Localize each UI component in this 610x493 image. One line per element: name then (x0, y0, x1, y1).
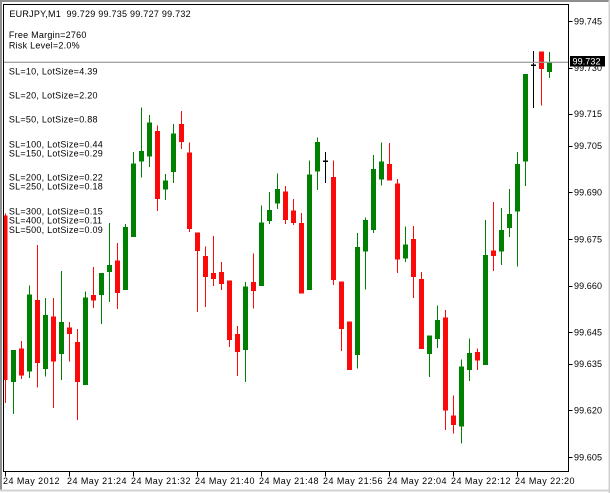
svg-text:99.715: 99.715 (574, 109, 602, 119)
svg-text:99.675: 99.675 (574, 234, 602, 244)
svg-text:Free Margin=2760: Free Margin=2760 (9, 30, 87, 40)
svg-text:99.635: 99.635 (574, 359, 602, 369)
svg-text:24 May 22:20: 24 May 22:20 (515, 476, 575, 486)
svg-text:99.745: 99.745 (574, 16, 602, 26)
svg-text:SL=50, LotSize=0.88: SL=50, LotSize=0.88 (9, 114, 98, 124)
svg-text:SL=10, LotSize=4.39: SL=10, LotSize=4.39 (9, 66, 98, 76)
svg-text:99.705: 99.705 (574, 141, 602, 151)
svg-text:SL=150, LotSize=0.29: SL=150, LotSize=0.29 (9, 149, 103, 159)
svg-text:24 May 21:48: 24 May 21:48 (259, 476, 319, 486)
svg-text:SL=100, LotSize=0.44: SL=100, LotSize=0.44 (9, 139, 103, 149)
svg-text:24 May 22:12: 24 May 22:12 (451, 476, 511, 486)
svg-text:Risk Level=2.0%: Risk Level=2.0% (9, 41, 80, 51)
svg-text:SL=200, LotSize=0.22: SL=200, LotSize=0.22 (9, 173, 103, 183)
svg-text:99.732: 99.732 (573, 57, 601, 67)
svg-text:24 May 22:04: 24 May 22:04 (387, 476, 447, 486)
svg-text:99.620: 99.620 (574, 406, 602, 416)
svg-text:SL=300, LotSize=0.15: SL=300, LotSize=0.15 (9, 207, 103, 217)
svg-text:99.605: 99.605 (574, 452, 602, 462)
svg-text:99.660: 99.660 (574, 281, 602, 291)
svg-text:SL=250, LotSize=0.18: SL=250, LotSize=0.18 (9, 182, 103, 192)
svg-text:24 May 21:24: 24 May 21:24 (67, 476, 127, 486)
svg-text:EURJPY,M1 99.729 99.735 99.72: EURJPY,M1 99.729 99.735 99.727 99.732 (9, 9, 190, 19)
svg-text:SL=500, LotSize=0.09: SL=500, LotSize=0.09 (9, 225, 103, 235)
svg-text:24 May 21:40: 24 May 21:40 (195, 476, 255, 486)
svg-text:24 May 2012: 24 May 2012 (3, 476, 60, 486)
svg-text:24 May 21:56: 24 May 21:56 (323, 476, 383, 486)
svg-text:99.730: 99.730 (574, 63, 602, 73)
svg-text:99.690: 99.690 (574, 188, 602, 198)
svg-text:99.645: 99.645 (574, 328, 602, 338)
svg-text:SL=400, LotSize=0.11: SL=400, LotSize=0.11 (9, 216, 102, 226)
svg-text:24 May 21:32: 24 May 21:32 (131, 476, 191, 486)
svg-text:SL=20, LotSize=2.20: SL=20, LotSize=2.20 (9, 90, 98, 100)
